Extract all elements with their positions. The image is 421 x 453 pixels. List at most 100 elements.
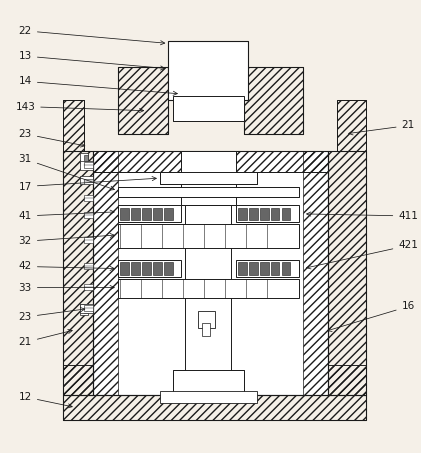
Bar — [227, 370, 244, 395]
Bar — [271, 262, 280, 275]
Bar — [131, 207, 140, 220]
Bar — [118, 67, 168, 134]
Bar — [232, 41, 248, 100]
Text: 421: 421 — [306, 241, 418, 269]
Text: 143: 143 — [15, 101, 144, 113]
Bar — [168, 41, 185, 100]
Bar — [249, 207, 258, 220]
Bar — [80, 153, 88, 164]
Bar — [84, 162, 93, 168]
Text: 21: 21 — [349, 120, 415, 135]
Bar — [240, 172, 257, 184]
Bar — [153, 207, 162, 220]
Bar — [337, 100, 366, 151]
Bar — [168, 41, 248, 100]
Bar — [181, 151, 236, 206]
Bar — [328, 151, 366, 395]
Bar — [118, 260, 181, 277]
Bar — [337, 100, 366, 151]
Bar — [282, 262, 290, 275]
Bar — [260, 207, 269, 220]
Bar — [80, 176, 93, 184]
Bar — [63, 395, 366, 420]
Text: 23: 23 — [19, 308, 85, 322]
Bar — [198, 311, 215, 328]
Bar — [80, 304, 88, 315]
Bar — [118, 187, 299, 197]
Bar — [118, 206, 181, 222]
Text: 22: 22 — [19, 26, 165, 45]
Bar — [118, 67, 168, 134]
Bar — [164, 262, 173, 275]
Bar — [84, 263, 93, 269]
Bar — [84, 237, 93, 243]
Bar — [93, 151, 328, 172]
Bar — [164, 207, 173, 220]
Bar — [63, 151, 93, 395]
Bar — [160, 172, 257, 184]
Text: 31: 31 — [19, 154, 115, 190]
Bar — [142, 262, 151, 275]
Bar — [120, 262, 129, 275]
Bar — [84, 305, 93, 311]
Bar — [80, 304, 93, 313]
Bar — [118, 279, 299, 298]
Bar — [84, 212, 93, 218]
Bar — [63, 366, 93, 395]
Bar — [271, 207, 280, 220]
Bar — [131, 262, 140, 275]
Bar — [173, 96, 185, 121]
Bar — [173, 370, 189, 395]
Bar — [249, 262, 258, 275]
Text: 32: 32 — [19, 233, 114, 246]
Bar — [93, 151, 328, 172]
Text: 33: 33 — [19, 283, 114, 293]
Bar — [63, 100, 84, 151]
Bar — [84, 155, 88, 161]
Bar — [160, 172, 177, 184]
Bar — [328, 366, 366, 395]
Bar — [84, 178, 93, 184]
Bar — [93, 151, 118, 395]
Bar — [153, 262, 162, 275]
Text: 41: 41 — [19, 210, 114, 221]
Bar — [232, 96, 244, 121]
Text: 12: 12 — [19, 392, 72, 408]
Bar — [120, 207, 129, 220]
Bar — [63, 395, 366, 420]
Bar — [238, 207, 247, 220]
Bar — [244, 67, 303, 134]
Text: 411: 411 — [306, 211, 418, 221]
Bar — [181, 151, 198, 206]
Text: 17: 17 — [19, 177, 156, 192]
Bar — [84, 284, 93, 289]
Bar — [236, 206, 299, 222]
Bar — [202, 323, 210, 336]
Bar — [238, 262, 247, 275]
Text: 13: 13 — [19, 51, 165, 70]
Bar — [219, 151, 236, 206]
Text: 23: 23 — [19, 129, 85, 147]
Bar — [63, 151, 93, 395]
Bar — [173, 96, 244, 121]
Bar — [80, 161, 93, 170]
Bar — [260, 262, 269, 275]
Text: 16: 16 — [328, 301, 415, 332]
Bar — [118, 224, 299, 247]
Bar — [173, 370, 244, 395]
Bar — [84, 307, 88, 313]
Bar — [118, 187, 299, 197]
Text: 14: 14 — [19, 76, 177, 96]
Bar — [93, 151, 328, 395]
Bar — [282, 207, 290, 220]
Text: 42: 42 — [19, 261, 114, 271]
Bar — [84, 195, 93, 201]
Bar — [303, 151, 328, 395]
Bar — [160, 390, 257, 403]
Bar — [185, 206, 232, 395]
Text: 21: 21 — [19, 329, 72, 347]
Bar — [236, 260, 299, 277]
Bar — [63, 100, 84, 151]
Bar — [328, 151, 366, 395]
Bar — [142, 207, 151, 220]
